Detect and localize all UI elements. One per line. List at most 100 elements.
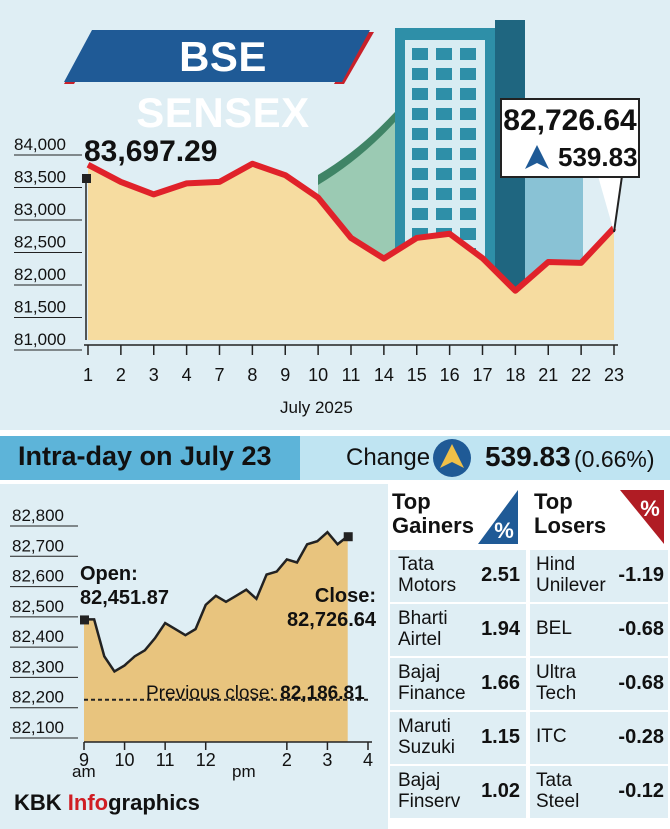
losers-badge-icon: %	[620, 490, 664, 544]
gainer-value: 1.15	[481, 726, 520, 748]
credit-part2: graphics	[108, 790, 200, 815]
building-window	[436, 208, 452, 220]
loser-name: Ultra Tech	[536, 662, 576, 704]
loser-name-line1: Ultra	[536, 662, 577, 683]
gainer-name-line2: Airtel	[398, 629, 442, 650]
loser-value: -0.12	[618, 780, 664, 802]
loser-name-line2: Tech	[536, 683, 577, 704]
building-window	[436, 148, 452, 160]
x-tick-label: 14	[374, 365, 394, 385]
gainer-name: Tata Motors	[398, 554, 456, 596]
gainer-name: Maruti Suzuki	[398, 716, 455, 758]
y-tick-label: 83,000	[14, 200, 66, 219]
movers-table: Top Gainers % Top Losers % Tata Motors 2.5…	[390, 484, 670, 829]
open-marker	[80, 615, 89, 625]
x-tick-label: 7	[214, 365, 224, 385]
building-window	[460, 88, 476, 100]
open-annotation: Open: 82,451.87	[80, 562, 169, 610]
building-window	[436, 68, 452, 80]
change-label: Change	[346, 444, 431, 471]
credit: KBK Infographics	[14, 790, 200, 816]
credit-part1: KBK	[14, 790, 68, 815]
building-window	[460, 128, 476, 140]
building-window	[460, 68, 476, 80]
intraday-y-tick-label: 82,500	[12, 597, 64, 616]
building-window	[412, 208, 428, 220]
gainer-name: Bajaj Finserv	[398, 770, 460, 812]
losers-badge-text: %	[640, 496, 660, 521]
building-window	[436, 108, 452, 120]
loser-value: -1.19	[618, 564, 664, 586]
x-tick-label: 10	[308, 365, 328, 385]
intraday-title: Intra-day on July 23	[18, 441, 272, 471]
gainer-name-line2: Finserv	[398, 791, 461, 812]
title-banner	[64, 30, 374, 84]
intraday-y-tick-label: 82,700	[12, 536, 64, 555]
loser-name-line1: BEL	[536, 618, 572, 639]
losers-header: Top Losers	[534, 490, 606, 538]
loser-name-line2: Steel	[536, 791, 580, 812]
building-window	[460, 48, 476, 60]
gainer-row: Bajaj Finance 1.66	[390, 658, 526, 710]
loser-row: ITC -0.28	[530, 712, 668, 764]
intraday-x-tick-label: 9	[79, 750, 89, 770]
y-tick-label: 82,000	[14, 265, 66, 284]
gainer-name-line2: Motors	[398, 575, 457, 596]
gainer-row: Bharti Airtel 1.94	[390, 604, 526, 656]
start-marker	[82, 174, 91, 183]
loser-row: Tata Steel -0.12	[530, 766, 668, 818]
close-value: 82,726.64	[287, 609, 376, 631]
main-chart-line	[86, 160, 617, 294]
building-window	[412, 168, 428, 180]
gainers-title-bottom: Gainers	[392, 513, 474, 538]
callout-close-value: 82,726.64	[503, 104, 637, 137]
change-value: 539.83	[485, 441, 571, 472]
gainers-badge-icon: %	[478, 490, 518, 544]
loser-name: BEL	[536, 618, 572, 639]
y-tick-label: 81,500	[14, 298, 66, 317]
close-callout: 82,726.64 539.83	[500, 98, 640, 178]
intraday-line	[84, 530, 349, 674]
x-tick-label: 11	[342, 365, 361, 385]
y-tick-label: 82,500	[14, 233, 66, 252]
intraday-y-tick-label: 82,600	[12, 567, 64, 586]
open-value: 82,451.87	[80, 587, 169, 609]
building-window	[412, 128, 428, 140]
building-window	[436, 168, 452, 180]
gainer-name-line2: Finance	[398, 683, 466, 704]
gainer-name-line1: Tata	[398, 554, 434, 575]
gainer-row: Bajaj Finserv 1.02	[390, 766, 526, 818]
building-window	[412, 88, 428, 100]
intraday-y-tick-label: 82,400	[12, 627, 64, 646]
x-tick-label: 8	[247, 365, 257, 385]
loser-value: -0.28	[618, 726, 664, 748]
open-label: Open:	[80, 563, 138, 585]
loser-name: Tata Steel	[536, 770, 579, 812]
building-window	[412, 148, 428, 160]
loser-value: -0.68	[618, 672, 664, 694]
loser-name-line1: ITC	[536, 726, 567, 747]
building-window	[460, 148, 476, 160]
intraday-x-tick-label: 4	[363, 750, 373, 770]
intraday-x-tick-label: 12	[196, 750, 216, 770]
intraday-y-tick-label: 82,800	[12, 506, 64, 525]
credit-accent: Info	[67, 790, 109, 815]
intraday-x-tick-label: 11	[156, 750, 175, 770]
pm-label: pm	[232, 762, 256, 781]
gainer-name-line1: Bajaj	[398, 662, 441, 683]
x-tick-label: 2	[116, 365, 126, 385]
x-tick-label: 22	[571, 365, 591, 385]
gainer-name-line1: Bharti	[398, 608, 448, 629]
x-tick-label: 15	[407, 365, 427, 385]
building-window	[436, 48, 452, 60]
gainer-name: Bajaj Finance	[398, 662, 466, 704]
loser-row: Hind Unilever -1.19	[530, 550, 668, 602]
building-window	[412, 108, 428, 120]
loser-name-line1: Hind	[536, 554, 576, 575]
am-label: am	[72, 762, 96, 781]
losers-title-top: Top	[534, 489, 573, 514]
gainers-header: Top Gainers	[392, 490, 474, 538]
x-tick-label: 3	[149, 365, 159, 385]
intraday-y-tick-label: 82,200	[12, 688, 64, 707]
building-window	[460, 108, 476, 120]
